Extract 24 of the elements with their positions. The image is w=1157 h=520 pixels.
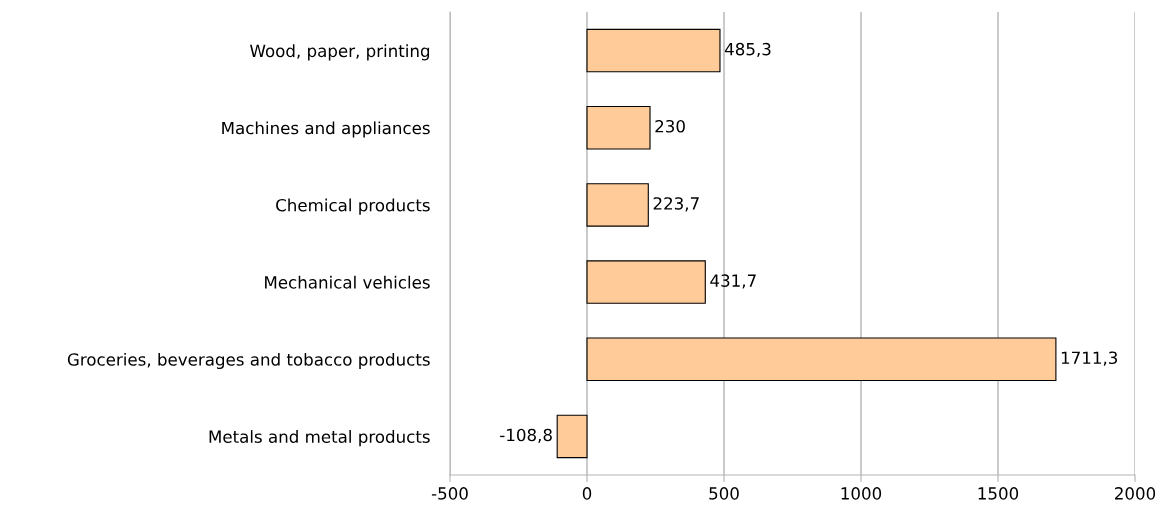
data-label: -108,8 [500,428,552,443]
bar [556,414,588,459]
x-tick-label: -500 [431,487,468,500]
bar [586,28,721,73]
data-label: 1711,3 [1061,351,1118,366]
x-tick-label: 1000 [841,487,882,500]
y-tick-label: Chemical products [276,198,430,215]
x-tick-label: 500 [709,487,739,500]
y-tick-label: Wood, paper, printing [250,44,430,61]
bar [586,260,706,304]
data-label: 230 [655,119,685,133]
x-tick-label: 2000 [1115,487,1156,500]
x-tick-label: 0 [582,487,592,500]
y-tick-label: Groceries, beverages and tobacco products [67,352,430,370]
bar [586,183,649,227]
data-label: 223,7 [653,197,699,212]
bar [586,105,651,150]
data-label: 431,7 [710,274,756,289]
data-label: 485,3 [724,42,771,58]
y-tick-label: Mechanical vehicles [265,275,430,289]
x-tick-label: 1500 [978,487,1019,500]
bar [586,337,1057,382]
y-tick-label: Machines and appliances [222,121,430,138]
y-tick-label: Metals and metal products [209,430,430,447]
